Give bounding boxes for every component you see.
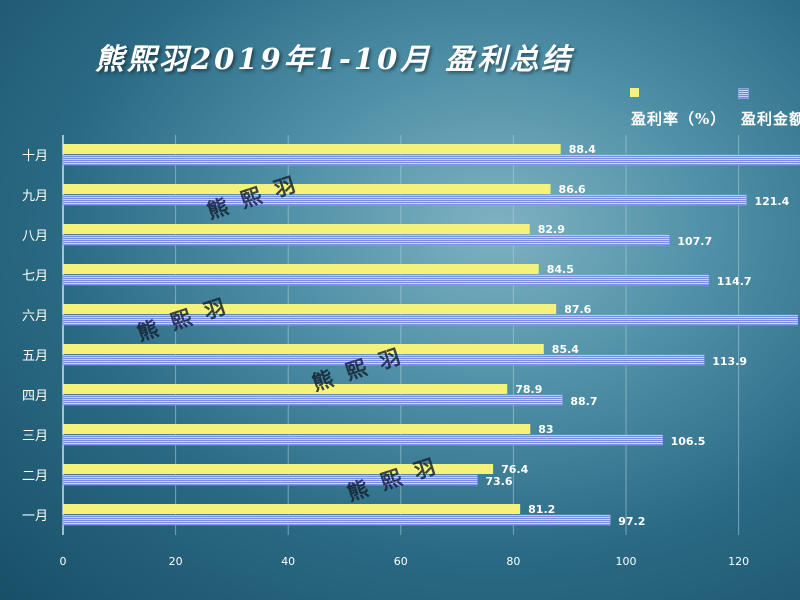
data-label-amount: 106.5 <box>671 435 706 448</box>
bar-amount <box>62 314 799 326</box>
data-label-amount: 121.4 <box>754 195 789 208</box>
x-tick-label: 80 <box>506 555 520 568</box>
bar-rate <box>63 504 521 514</box>
bar-amount <box>62 434 663 446</box>
data-label-amount: 97.2 <box>618 515 645 528</box>
y-category-label: 六月 <box>22 309 48 324</box>
chart-title: 熊熙羽2019年1-10月 盈利总结 <box>95 42 574 76</box>
x-tick-label: 100 <box>616 555 637 568</box>
data-label-rate: 85.4 <box>552 343 579 356</box>
legend-swatch-rate <box>630 88 639 97</box>
bar-amount <box>62 354 705 366</box>
bar-amount <box>62 474 478 486</box>
bar-rate <box>63 384 508 394</box>
bar-amount <box>62 274 710 286</box>
data-label-rate: 84.5 <box>547 263 574 276</box>
data-label-rate: 86.6 <box>559 183 586 196</box>
bar-rate <box>63 184 551 194</box>
data-label-rate: 83 <box>538 423 553 436</box>
data-label-amount: 114.7 <box>717 275 752 288</box>
x-tick-label: 40 <box>281 555 295 568</box>
legend-label-rate: 盈利率（%） <box>631 110 727 128</box>
data-label-rate: 88.4 <box>569 143 596 156</box>
x-tick-label: 60 <box>394 555 408 568</box>
y-category-label: 二月 <box>22 469 48 484</box>
y-category-label: 五月 <box>22 349 48 364</box>
data-label-amount: 107.7 <box>677 235 712 248</box>
x-tick-label: 0 <box>60 555 67 568</box>
data-label-rate: 82.9 <box>538 223 565 236</box>
data-label-amount: 113.9 <box>712 355 747 368</box>
data-label-rate: 78.9 <box>515 383 542 396</box>
bar-rate <box>63 464 494 474</box>
legend-item-rate: 盈利率（%） <box>630 88 726 129</box>
bar-rate <box>63 144 561 154</box>
bar-amount <box>62 514 611 526</box>
data-label-rate: 81.2 <box>528 503 555 516</box>
bar-rate <box>63 344 544 354</box>
data-label-rate: 87.6 <box>564 303 591 316</box>
data-label-amount: 73.6 <box>485 475 512 488</box>
data-label-amount: 88.7 <box>570 395 597 408</box>
bar-rate <box>63 224 530 234</box>
bar-amount <box>62 194 747 206</box>
y-category-label: 七月 <box>22 269 48 284</box>
legend-item-amount: 盈利金额 <box>738 88 800 129</box>
y-category-label: 十月 <box>22 149 48 164</box>
y-category-label: 九月 <box>22 189 48 204</box>
bar-amount <box>62 394 563 406</box>
bar-amount <box>62 154 800 166</box>
bar-rate <box>63 304 557 314</box>
bar-rate <box>63 264 539 274</box>
data-label-rate: 76.4 <box>501 463 528 476</box>
y-category-label: 三月 <box>22 429 48 444</box>
y-category-label: 一月 <box>22 509 48 524</box>
bar-amount <box>62 234 670 246</box>
legend-label-amount: 盈利金额 <box>741 110 800 128</box>
y-category-label: 八月 <box>22 229 48 244</box>
bar-rate <box>63 424 531 434</box>
y-category-label: 四月 <box>22 389 48 404</box>
legend-swatch-amount <box>738 88 749 99</box>
x-tick-label: 120 <box>728 555 749 568</box>
x-tick-label: 20 <box>169 555 183 568</box>
